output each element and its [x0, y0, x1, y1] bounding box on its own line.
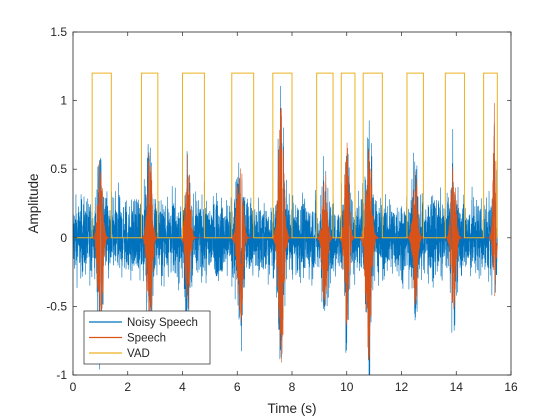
x-axis-label: Time (s) [268, 401, 317, 416]
x-tick-label: 8 [289, 380, 296, 394]
x-tick-label: 6 [234, 380, 241, 394]
x-tick-label: 12 [395, 380, 409, 394]
y-tick-label: 1 [60, 94, 67, 108]
y-tick-label: -0.5 [46, 299, 67, 313]
x-tick-label: 4 [179, 380, 186, 394]
y-tick-label: 0 [60, 231, 67, 245]
series-layer [73, 72, 498, 375]
x-tick-label: 14 [450, 380, 464, 394]
legend: Noisy Speech Speech VAD [83, 310, 211, 365]
ticks-layer: 0 2 4 6 8 10 12 14 16 -1 -0.5 0 0.5 1 1.5 [46, 25, 518, 394]
legend-label-vad: VAD [127, 348, 150, 360]
x-tick-label: 2 [124, 380, 131, 394]
y-axis-label: Amplitude [26, 173, 41, 233]
y-tick-label: -1 [56, 368, 67, 382]
series-line-vad [73, 72, 498, 239]
y-tick-label: 0.5 [50, 162, 67, 176]
x-tick-label: 0 [70, 380, 77, 394]
y-tick-label: 1.5 [50, 25, 67, 39]
legend-label-noisy-speech: Noisy Speech [127, 317, 198, 329]
legend-label-speech: Speech [127, 333, 166, 345]
x-tick-label: 10 [340, 380, 354, 394]
x-tick-label: 16 [504, 380, 518, 394]
